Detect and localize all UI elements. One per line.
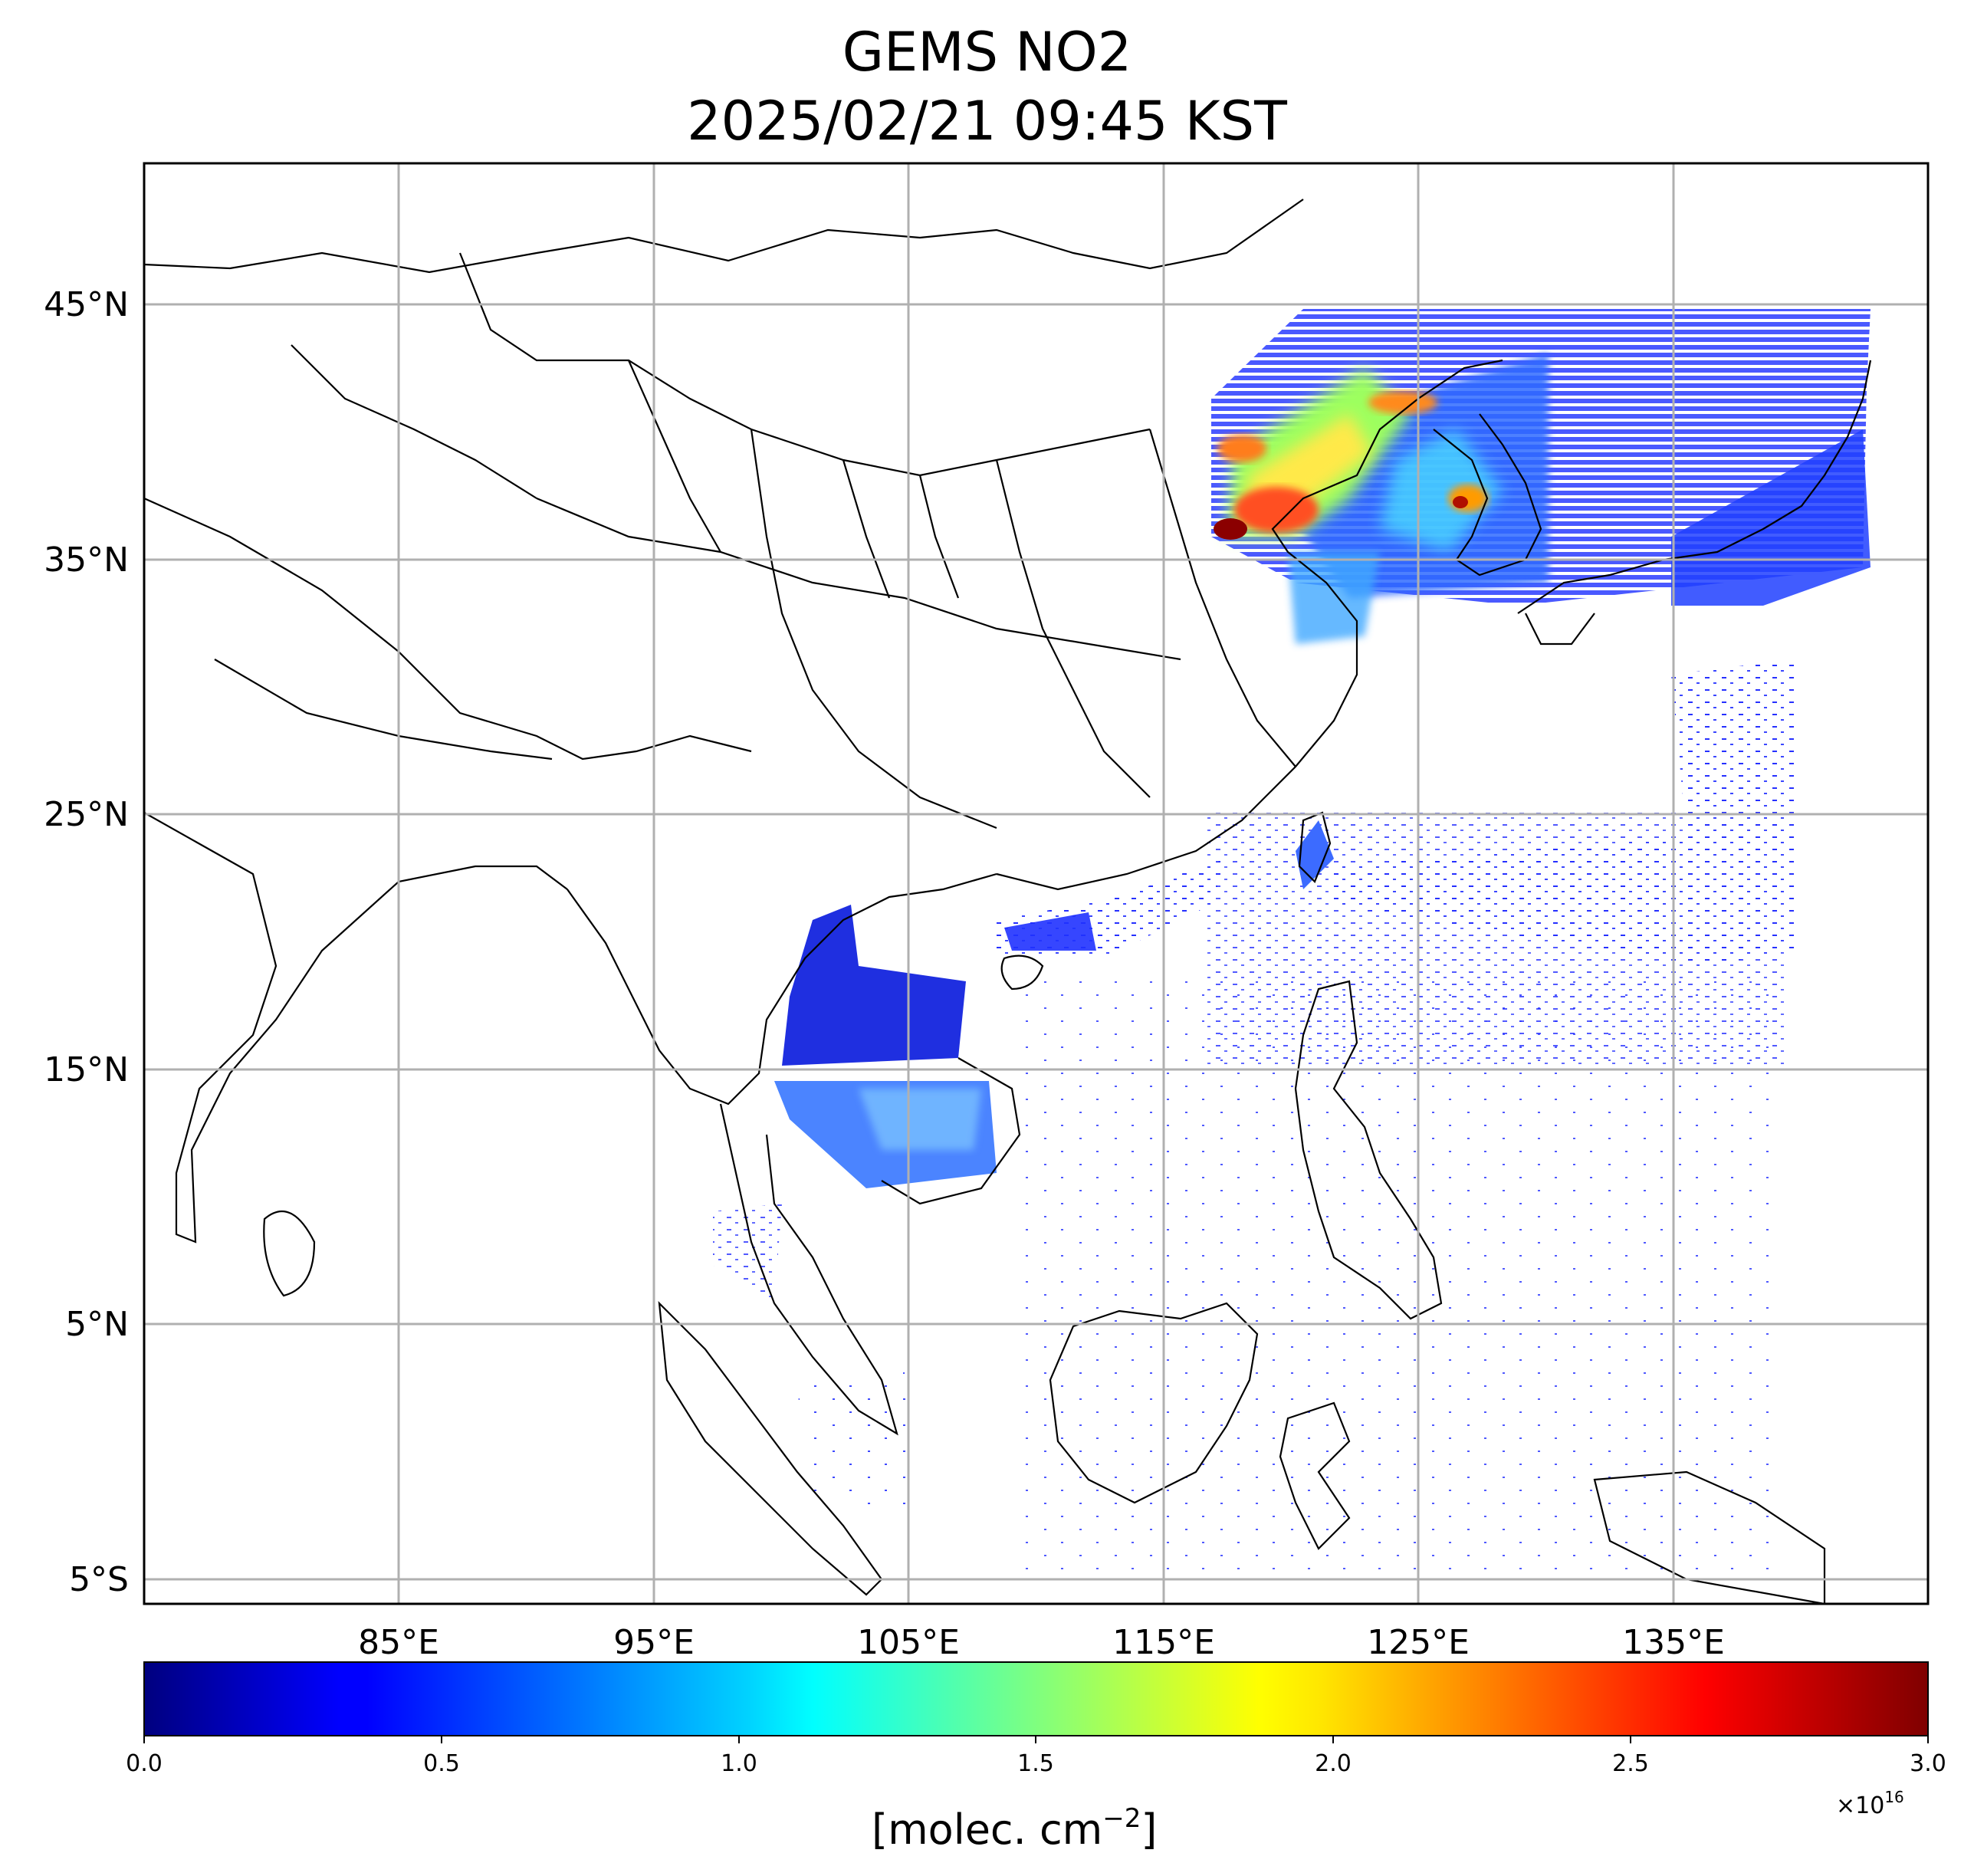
colorbar-tick-3-0: 3.0 — [1910, 1750, 1946, 1777]
map-frame — [143, 162, 1930, 1605]
lat-label-15n: 15°N — [44, 1050, 129, 1089]
latitude-labels: 45°N 35°N 25°N 15°N 5°N 5°S — [44, 285, 129, 1599]
indochina-no2 — [782, 905, 966, 1066]
colorbar-tick-0-5: 0.5 — [423, 1750, 460, 1777]
colorbar — [143, 1661, 1929, 1736]
lat-label-5n: 5°N — [65, 1305, 129, 1344]
colorbar-tick-1-0: 1.0 — [721, 1750, 757, 1777]
lon-label-135e: 135°E — [1622, 1623, 1725, 1662]
colorbar-ticks: 0.0 0.5 1.0 1.5 2.0 2.5 3.0 — [126, 1736, 1946, 1777]
colorbar-tick-2-0: 2.0 — [1315, 1750, 1352, 1777]
lat-label-25n: 25°N — [44, 795, 129, 834]
lat-label-5s: 5°S — [69, 1560, 129, 1599]
no2-data-layer — [713, 309, 1871, 1572]
colorbar-tick-2-5: 2.5 — [1612, 1750, 1649, 1777]
colorbar-multiplier: ×1016 — [1836, 1788, 1904, 1819]
lon-label-115e: 115°E — [1112, 1623, 1215, 1662]
gridlines — [144, 163, 1928, 1604]
coastlines — [144, 199, 1872, 1604]
colorbar-tick-1-5: 1.5 — [1017, 1750, 1054, 1777]
map-title-line2: 2025/02/21 09:45 KST — [687, 90, 1287, 153]
lon-label-125e: 125°E — [1367, 1623, 1470, 1662]
lon-label-85e: 85°E — [358, 1623, 439, 1662]
pacific-no2-band — [1334, 828, 1794, 966]
map-title-line1: GEMS NO2 — [842, 21, 1132, 84]
lat-label-45n: 45°N — [44, 285, 129, 324]
lat-label-35n: 35°N — [44, 540, 129, 580]
lon-label-105e: 105°E — [857, 1623, 960, 1662]
lon-label-95e: 95°E — [613, 1623, 695, 1662]
colorbar-tick-0: 0.0 — [126, 1750, 163, 1777]
longitude-labels: 85°E 95°E 105°E 115°E 125°E 135°E — [358, 1623, 1725, 1662]
colorbar-unit-label: [molec. cm−2] — [872, 1803, 1157, 1854]
